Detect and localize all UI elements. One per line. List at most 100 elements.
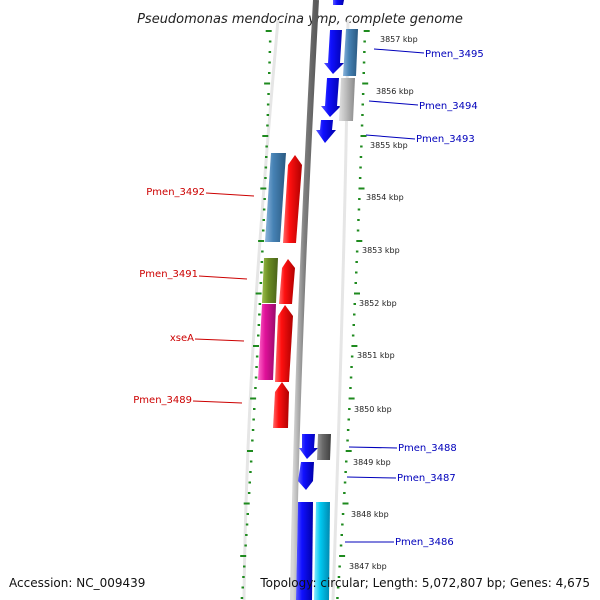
leader-line bbox=[368, 100, 419, 106]
gene-xsea-magenta[interactable] bbox=[258, 304, 276, 380]
ring-dot bbox=[346, 439, 349, 442]
ring-dot bbox=[357, 208, 361, 211]
ring-dot bbox=[363, 51, 366, 53]
ring-dot bbox=[262, 229, 265, 232]
genome-backbone bbox=[290, 0, 319, 600]
ring-dot bbox=[363, 30, 370, 32]
ring-dot bbox=[241, 586, 244, 589]
gene-pmen-3486[interactable] bbox=[314, 502, 330, 600]
ring-dot bbox=[265, 145, 268, 148]
ring-dot bbox=[263, 198, 266, 200]
left-dotted-ring bbox=[240, 30, 272, 599]
tick-label: 3850 kbp bbox=[354, 405, 392, 414]
leader-line bbox=[192, 400, 243, 404]
gene-xsea[interactable] bbox=[275, 305, 293, 382]
ring-dot bbox=[362, 72, 365, 74]
gene-label-pmen-3495[interactable]: Pmen_3495 bbox=[425, 49, 484, 60]
gene-pmen-3496[interactable] bbox=[333, 0, 344, 5]
ring-dot bbox=[345, 450, 352, 452]
ring-dot bbox=[266, 103, 270, 106]
ring-dot bbox=[258, 303, 262, 305]
gene-label-pmen-3493[interactable]: Pmen_3493 bbox=[416, 134, 475, 145]
gene-pmen-3495[interactable] bbox=[343, 29, 358, 76]
gene-pmen-3491-olive[interactable] bbox=[262, 258, 278, 303]
ring-dot bbox=[356, 229, 360, 232]
gene-pmen-3486-blue[interactable] bbox=[296, 502, 313, 600]
ring-dot bbox=[357, 219, 360, 221]
gene-pmen-3493[interactable] bbox=[316, 120, 336, 143]
gene-pmen-3492[interactable] bbox=[283, 155, 302, 243]
right-dotted-ring bbox=[336, 30, 370, 599]
ring-dot bbox=[249, 460, 253, 463]
tick-label: 3857 kbp bbox=[380, 35, 418, 44]
ring-dot bbox=[242, 576, 245, 578]
ring-dot bbox=[359, 156, 363, 158]
gene-pmen-3488-blue[interactable] bbox=[299, 434, 318, 459]
ring-dot bbox=[252, 418, 255, 421]
ring-dot bbox=[258, 313, 261, 316]
ring-dot bbox=[268, 61, 271, 64]
gene-label-pmen-3492[interactable]: Pmen_3492 bbox=[146, 187, 205, 198]
gene-label-xsea[interactable]: xseA bbox=[170, 333, 194, 344]
ring-dot bbox=[337, 576, 341, 578]
gene-label-pmen-3486[interactable]: Pmen_3486 bbox=[395, 537, 454, 548]
gene-pmen-3492-steel[interactable] bbox=[265, 153, 286, 242]
ring-dot bbox=[348, 408, 351, 410]
gene-pmen-3487[interactable] bbox=[298, 462, 314, 490]
ring-dot bbox=[347, 418, 350, 421]
ring-dot bbox=[268, 51, 272, 53]
gene-label-pmen-3491[interactable]: Pmen_3491 bbox=[139, 269, 198, 280]
ring-dot bbox=[360, 145, 363, 148]
gene-pmen-3488[interactable] bbox=[317, 434, 331, 460]
ring-dot bbox=[255, 292, 262, 295]
ring-dot bbox=[343, 481, 347, 484]
ring-dot bbox=[350, 366, 353, 368]
ring-dot bbox=[362, 82, 369, 85]
map-title: Pseudomonas mendocina ymp, complete geno… bbox=[137, 12, 463, 27]
gene-pmen-3494[interactable] bbox=[339, 78, 355, 121]
ring-dot bbox=[358, 187, 365, 190]
gene-label-pmen-3489[interactable]: Pmen_3489 bbox=[133, 395, 192, 406]
ring-dot bbox=[262, 135, 269, 137]
ring-dot bbox=[249, 471, 252, 473]
ring-dot bbox=[266, 124, 269, 127]
ring-dot bbox=[246, 513, 249, 515]
ring-dot bbox=[361, 93, 365, 95]
ring-dot bbox=[244, 544, 247, 547]
tick-label: 3848 kbp bbox=[351, 510, 389, 519]
ring-dot bbox=[353, 303, 356, 305]
ring-dot bbox=[349, 387, 352, 389]
ring-dot bbox=[356, 240, 363, 242]
topology-text: Topology: circular; Length: 5,072,807 bp… bbox=[259, 576, 590, 590]
ring-dot bbox=[348, 397, 355, 400]
gene-pmen-3491[interactable] bbox=[279, 259, 295, 304]
gene-label-pmen-3494[interactable]: Pmen_3494 bbox=[419, 101, 478, 112]
leader-line bbox=[365, 134, 416, 140]
tick-label: 3855 kbp bbox=[370, 141, 408, 150]
ring-dot bbox=[355, 250, 359, 253]
ring-dot bbox=[268, 72, 271, 74]
outer-band bbox=[242, 19, 280, 600]
ring-dot bbox=[265, 30, 272, 32]
leader-line bbox=[194, 338, 245, 342]
ring-dot bbox=[338, 565, 341, 568]
ring-dot bbox=[355, 261, 358, 263]
ring-dot bbox=[247, 492, 251, 494]
ring-dot bbox=[352, 324, 355, 326]
ring-dot bbox=[245, 534, 248, 536]
ring-dot bbox=[363, 40, 366, 43]
ring-dot bbox=[268, 40, 272, 43]
gene-label-pmen-3488[interactable]: Pmen_3488 bbox=[398, 443, 457, 454]
ring-dot bbox=[245, 523, 249, 526]
ring-dot bbox=[254, 376, 258, 379]
gene-label-pmen-3487[interactable]: Pmen_3487 bbox=[397, 473, 456, 484]
ring-dot bbox=[250, 397, 257, 400]
ring-dot bbox=[248, 481, 251, 484]
leader-line bbox=[205, 192, 255, 197]
tick-label: 3856 kbp bbox=[376, 87, 414, 96]
gene-pmen-3494-blue[interactable] bbox=[321, 78, 341, 117]
gene-pmen-3495-blue[interactable] bbox=[324, 30, 344, 74]
gene-pmen-3489[interactable] bbox=[273, 382, 289, 428]
ring-dot bbox=[264, 166, 268, 169]
ring-dot bbox=[262, 208, 266, 211]
